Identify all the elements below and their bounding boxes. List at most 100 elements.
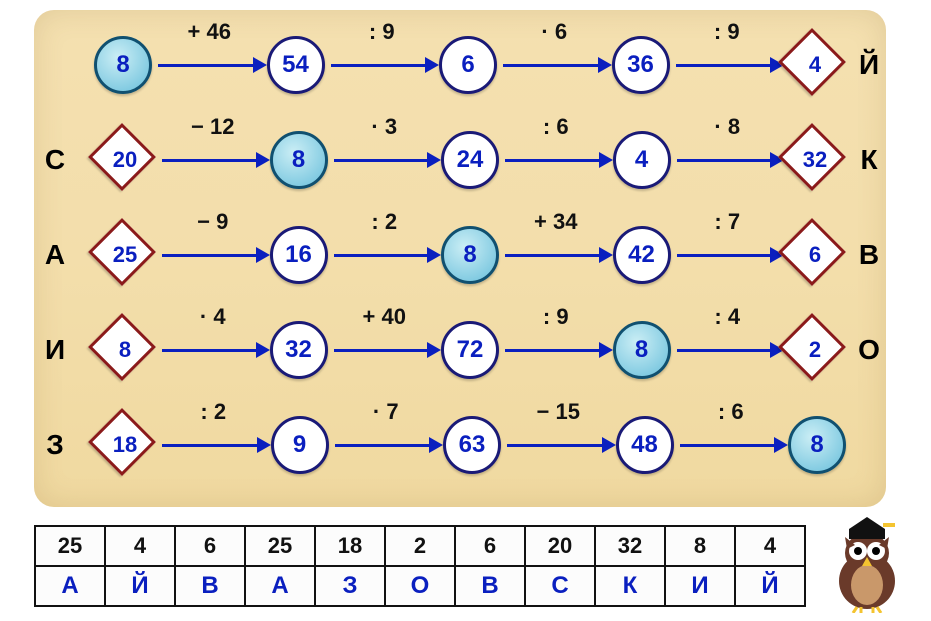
circle-node: 9 [271,416,329,474]
answer-letter-cell: В [175,566,245,606]
chain-row-4: З 18: 2 9 · 7 63 − 15 48 : 6 8 [34,395,886,495]
operation-label: · 4 [156,304,270,330]
node-value: 8 [810,431,823,459]
circle-node: 8 [94,36,152,94]
circle-node: 8 [441,226,499,284]
node-value: 54 [282,51,309,79]
node-value: 63 [459,431,486,459]
operation-label: + 46 [152,19,267,45]
arrow: : 2 [156,395,271,495]
node-value: 4 [784,34,846,96]
row-left-label: З [40,429,70,461]
arrow: · 3 [328,110,442,210]
circle-node: 6 [439,36,497,94]
row-right-label: К [854,144,884,176]
node-value: 6 [784,224,846,286]
chain-row-3: ИО8· 432+ 4072: 98: 42 [34,300,886,400]
chain-row-2: АВ25− 916: 28+ 3442: 76 [34,205,886,305]
node-value: 9 [293,431,306,459]
operation-label: : 4 [671,304,785,330]
arrow: : 7 [671,205,785,305]
arrow: : 9 [325,15,440,115]
answer-letter-cell: О [385,566,455,606]
answer-number-cell: 4 [105,526,175,566]
arrow: · 6 [497,15,612,115]
owl-illustration [823,517,911,613]
operation-label: · 6 [497,19,612,45]
diamond-node: 18 [94,414,156,476]
operation-label: · 8 [671,114,785,140]
diamond-node: 6 [784,224,846,286]
answer-number-cell: 25 [245,526,315,566]
chain-row-0: Й8+ 4654: 96· 636: 94 [34,15,886,115]
circle-node: 42 [613,226,671,284]
answer-number-cell: 2 [385,526,455,566]
arrow: : 6 [674,395,789,495]
arrow: : 2 [328,205,442,305]
diamond-node: 25 [94,224,156,286]
operation-label: : 9 [499,304,613,330]
circle-node: 63 [443,416,501,474]
answer-number-cell: 4 [735,526,805,566]
node-value: 8 [463,241,476,269]
answer-letter-cell: З [315,566,385,606]
answer-table: 2546251826203284 АЙВАЗОВСКИЙ [34,525,806,607]
operation-label: : 7 [671,209,785,235]
node-value: 20 [94,129,156,191]
circle-node: 36 [612,36,670,94]
answer-numbers-row: 2546251826203284 [35,526,805,566]
arrow: : 4 [671,300,785,400]
circle-node: 16 [270,226,328,284]
circle-node: 54 [267,36,325,94]
arrow: + 46 [152,15,267,115]
node-value: 36 [627,51,654,79]
circle-node: 4 [613,131,671,189]
answer-letter-cell: А [245,566,315,606]
row-left-label: С [40,144,70,176]
operation-label: · 3 [328,114,442,140]
answer-number-cell: 8 [665,526,735,566]
circle-node: 24 [441,131,499,189]
node-value: 18 [94,414,156,476]
chain: 25− 916: 2 8 + 34 42 : 76 [94,205,846,305]
operation-label: + 40 [328,304,442,330]
answer-letter-cell: К [595,566,665,606]
arrow: · 4 [156,300,270,400]
operation-label: − 9 [156,209,270,235]
diamond-node: 2 [784,319,846,381]
chain-row-1: С К 20− 12 8 · 324: 64· 832 [34,110,886,210]
operation-label: − 12 [156,114,270,140]
operation-label: − 15 [501,399,616,425]
answer-number-cell: 6 [175,526,245,566]
chain: 20− 12 8 · 324: 64· 832 [94,110,846,210]
answer-number-cell: 25 [35,526,105,566]
arrow: : 6 [499,110,613,210]
answer-number-cell: 6 [455,526,525,566]
row-right-label: В [854,239,884,271]
circle-node: 72 [441,321,499,379]
node-value: 32 [784,129,846,191]
diamond-node: 4 [784,34,846,96]
node-value: 25 [94,224,156,286]
operation-label: : 6 [674,399,789,425]
arrow: · 7 [329,395,444,495]
node-value: 48 [631,431,658,459]
circle-node: 32 [270,321,328,379]
row-right-label: О [854,334,884,366]
node-value: 42 [628,241,655,269]
node-value: 8 [292,146,305,174]
operation-label: : 6 [499,114,613,140]
arrow: · 8 [671,110,785,210]
diamond-node: 32 [784,129,846,191]
answer-letter-cell: С [525,566,595,606]
node-value: 8 [635,336,648,364]
answer-number-cell: 20 [525,526,595,566]
operation-label: : 2 [328,209,442,235]
node-value: 32 [285,336,312,364]
operation-label: + 34 [499,209,613,235]
answer-letter-cell: И [665,566,735,606]
row-right-label: Й [854,49,884,81]
chain: 8+ 4654: 96· 636: 94 [94,15,846,115]
answer-number-cell: 32 [595,526,665,566]
node-value: 8 [94,319,156,381]
